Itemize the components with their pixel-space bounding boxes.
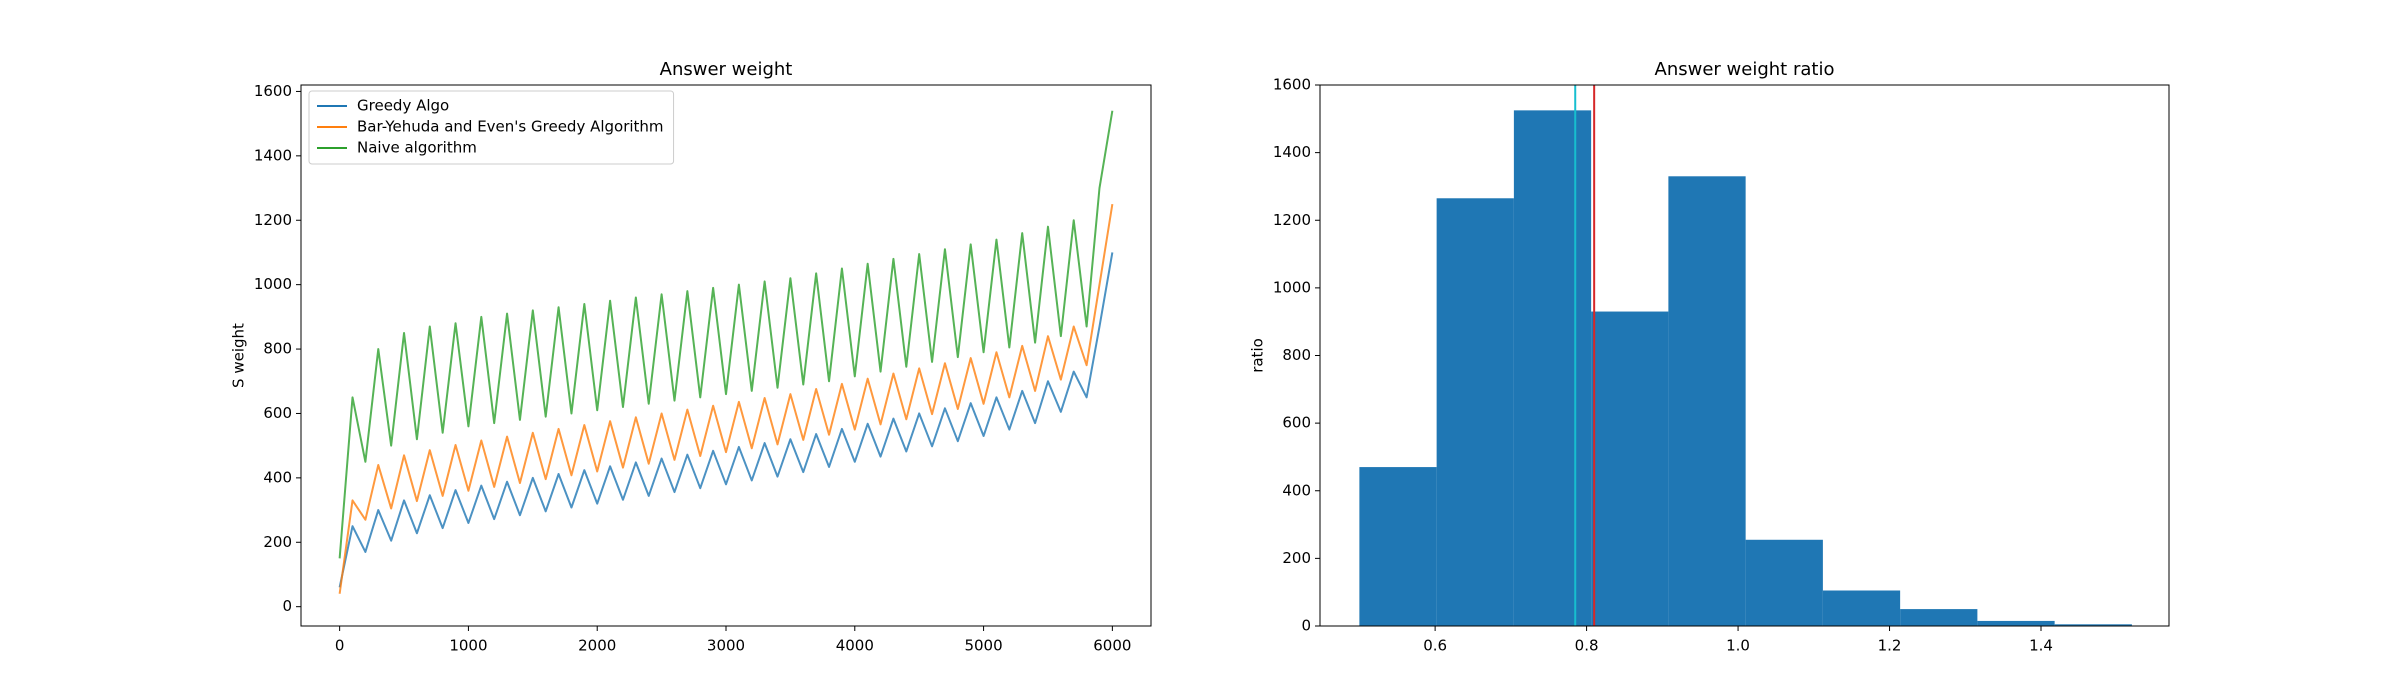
y-tick-label: 200 [1282, 549, 1311, 567]
histogram-bar [1822, 590, 1901, 626]
series-line [338, 110, 1114, 559]
legend-label: Bar-Yehuda and Even's Greedy Algorithm [357, 118, 664, 136]
x-tick-label: 0 [335, 637, 345, 655]
x-tick-label: 1.4 [2029, 637, 2053, 655]
histogram-bar [1745, 539, 1823, 626]
histogram-bar [1591, 311, 1669, 626]
axes-frame [1319, 84, 2170, 627]
y-tick-label: 600 [1282, 414, 1311, 432]
y-tick-label: 200 [263, 533, 292, 551]
y-tick-label: 1000 [1273, 278, 1311, 296]
chart-title: Answer weight [660, 59, 793, 80]
y-tick-label: 1400 [254, 146, 292, 164]
x-tick-label: 0.6 [1423, 637, 1447, 655]
legend-box [308, 90, 675, 165]
histogram-bar [1977, 620, 2055, 626]
x-tick-label: 1000 [449, 637, 487, 655]
y-tick-label: 1600 [1273, 76, 1311, 94]
legend: Greedy Algo Bar-Yehuda and Even's Greedy … [308, 90, 675, 165]
y-tick-label: 1400 [1273, 143, 1311, 161]
y-tick-label: 800 [1282, 346, 1311, 364]
axes-frame [300, 84, 1152, 627]
histogram-bar [1436, 198, 1514, 626]
x-tick-label: 4000 [836, 637, 874, 655]
y-axis-label: ratio [1249, 338, 1267, 373]
y-tick-label: 1000 [254, 275, 292, 293]
x-tick-label: 1.0 [1726, 637, 1750, 655]
y-tick-label: 1200 [254, 211, 292, 229]
x-tick-label: 0.8 [1575, 637, 1599, 655]
x-tick-label: 3000 [707, 637, 745, 655]
series-line [338, 203, 1114, 594]
series-line [338, 252, 1114, 588]
y-tick-label: 800 [263, 340, 292, 358]
y-axis-label: S weight [230, 323, 248, 388]
histogram-bar [1359, 467, 1437, 626]
y-tick-label: 400 [1282, 481, 1311, 499]
chart-title: Answer weight ratio [1655, 59, 1835, 80]
histogram-bar [1900, 609, 1978, 626]
y-tick-label: 1200 [1273, 211, 1311, 229]
y-tick-label: 0 [282, 597, 292, 615]
subplot: Answer weight ratio ratio 0 200 400 600 800 100… [1249, 59, 2170, 655]
y-tick-label: 0 [1301, 617, 1311, 635]
x-tick-label: 6000 [1093, 637, 1131, 655]
histogram-bar [2054, 624, 2132, 626]
y-tick-label: 400 [263, 468, 292, 486]
histogram-bar [1513, 110, 1592, 626]
x-tick-label: 1.2 [1878, 637, 1902, 655]
y-tick-label: 1600 [254, 82, 292, 100]
x-tick-label: 2000 [578, 637, 616, 655]
x-tick-label: 5000 [964, 637, 1002, 655]
subplot: Answer weight S weight 0 200 400 600 800 1000 12… [230, 59, 1152, 655]
histogram-bar [1668, 176, 1746, 626]
legend-label: Greedy Algo [357, 97, 449, 115]
legend-label: Naive algorithm [357, 139, 477, 157]
y-tick-label: 600 [263, 404, 292, 422]
